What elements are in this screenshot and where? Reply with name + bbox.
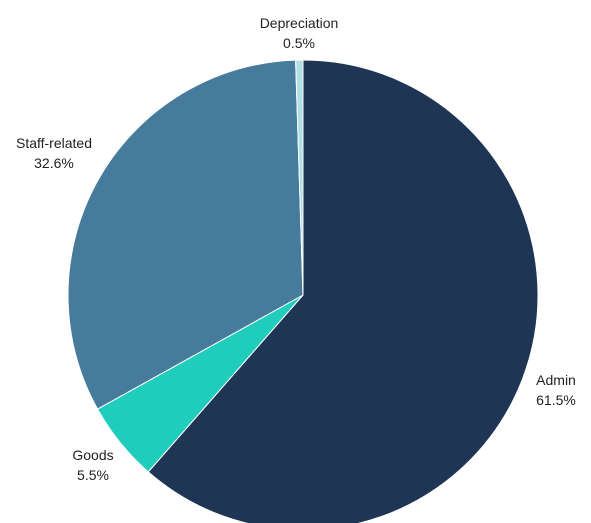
slice-value-admin: 61.5% xyxy=(536,392,576,408)
pie-slice-admin xyxy=(147,59,539,523)
slice-label-admin: Admin xyxy=(536,372,576,388)
slice-label-depreciation: Depreciation xyxy=(260,15,339,31)
pie-slices xyxy=(67,59,539,523)
slice-label-goods: Goods xyxy=(72,447,113,463)
slice-value-staff-related: 32.6% xyxy=(34,155,74,171)
pie-labels: Admin 61.5% Goods 5.5% Staff-related 32.6% Dep… xyxy=(16,15,576,483)
slice-value-depreciation: 0.5% xyxy=(283,35,315,51)
slice-label-staff-related: Staff-related xyxy=(16,135,92,151)
pie-slice-staff-related xyxy=(67,59,304,410)
pie-slice-depreciation xyxy=(295,59,304,296)
slice-value-goods: 5.5% xyxy=(77,467,109,483)
